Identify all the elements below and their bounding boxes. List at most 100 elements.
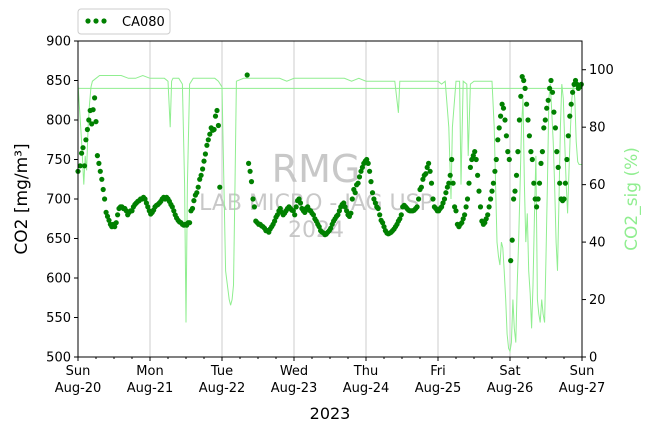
co2-data-point xyxy=(538,160,544,166)
co2-data-point xyxy=(274,212,280,218)
co2-data-point xyxy=(544,105,550,111)
co2-data-point xyxy=(423,171,429,177)
co2-data-point xyxy=(493,156,499,163)
co2-data-point xyxy=(92,95,98,101)
co2-data-point xyxy=(535,196,541,202)
co2-data-point xyxy=(508,258,514,264)
x-tick-label-date: Aug-23 xyxy=(271,381,318,396)
co2-data-point xyxy=(96,160,102,166)
co2-data-point xyxy=(477,204,484,210)
co2-data-point xyxy=(444,184,450,190)
left-tick-label: 650 xyxy=(46,232,71,247)
co2-data-point xyxy=(486,204,492,210)
co2-data-point xyxy=(424,164,430,170)
co2-data-point xyxy=(567,113,573,119)
co2-data-point xyxy=(564,156,570,163)
co2-data-point xyxy=(103,209,109,215)
co2-data-point xyxy=(99,176,105,182)
x-tick-label-weekday: Mon xyxy=(136,364,163,379)
x-tick-label-date: Aug-24 xyxy=(343,381,390,396)
co2-data-point xyxy=(81,163,88,169)
co2-data-point xyxy=(548,77,554,84)
co2-data-point xyxy=(328,225,334,231)
left-tick-label: 800 xyxy=(46,114,71,129)
co2-data-point xyxy=(171,208,177,214)
co2-data-point xyxy=(502,117,508,123)
right-tick-label: 20 xyxy=(589,293,606,308)
co2-data-point xyxy=(83,137,89,143)
co2-data-point xyxy=(215,122,221,129)
co2-data-point xyxy=(545,97,551,103)
co2-data-point xyxy=(93,119,99,125)
co2-data-point xyxy=(476,188,482,194)
co2-data-point xyxy=(246,160,252,166)
co2-data-point xyxy=(472,149,478,155)
co2-data-point xyxy=(113,220,119,226)
co2-data-point xyxy=(310,212,316,218)
co2-data-point xyxy=(515,149,521,155)
co2-data-point xyxy=(562,180,569,186)
co2-data-point xyxy=(462,212,468,218)
co2-data-point xyxy=(290,208,296,214)
left-tick-label: 900 xyxy=(46,35,71,50)
co2-data-point xyxy=(277,205,283,212)
x-tick-label-weekday: Sun xyxy=(66,364,91,379)
co2-data-point xyxy=(549,89,556,95)
co2-data-point xyxy=(510,196,517,202)
co2-data-point xyxy=(198,172,204,178)
co2-data-point xyxy=(79,150,85,156)
co2-data-point xyxy=(554,149,560,155)
co2-data-point xyxy=(460,216,466,222)
right-tick-label: 60 xyxy=(589,178,606,193)
co2-data-point xyxy=(293,204,299,210)
co2-data-point xyxy=(365,160,371,166)
co2-data-point xyxy=(534,204,540,210)
co2-data-point xyxy=(336,208,342,214)
legend-label: CA080 xyxy=(122,15,165,30)
co2-data-point xyxy=(418,184,424,190)
co2-data-point xyxy=(143,200,149,206)
co2-data-point xyxy=(489,188,495,194)
co2-data-point xyxy=(97,168,103,174)
right-tick-label: 0 xyxy=(589,351,597,366)
co2-data-point xyxy=(80,145,86,151)
x-tick-label-date: Aug-27 xyxy=(559,381,606,396)
co2-data-point xyxy=(512,188,518,194)
co2-data-point xyxy=(106,217,112,223)
co2-data-point xyxy=(397,216,403,222)
co2-data-point xyxy=(578,81,584,87)
legend-marker xyxy=(85,18,91,24)
co2-data-point xyxy=(211,126,217,133)
co2-data-point xyxy=(104,213,111,219)
co2-data-point xyxy=(398,212,404,218)
co2-data-point xyxy=(217,184,223,190)
co2-data-point xyxy=(475,172,481,178)
x-axis: Sun Aug-20 Mon Aug-21 Tue Aug-22 Wed Aug-23 Thu A… xyxy=(55,357,606,396)
co2-data-point xyxy=(142,196,148,202)
co2-data-point xyxy=(570,89,576,95)
co2-data-point xyxy=(355,180,361,186)
co2-data-point xyxy=(187,220,193,226)
legend: CA080 xyxy=(77,8,171,35)
co2-data-point xyxy=(552,125,559,131)
co2-data-point xyxy=(348,210,354,216)
co2-data-point xyxy=(561,196,567,202)
co2-data-point xyxy=(371,196,377,202)
co2-data-point xyxy=(89,121,95,127)
co2-data-point xyxy=(342,204,348,210)
co2-data-point xyxy=(499,101,505,107)
x-tick-label-weekday: Fri xyxy=(430,364,446,379)
co2-data-point xyxy=(467,164,473,170)
co2-data-point xyxy=(513,172,520,178)
co2-data-point xyxy=(112,224,118,230)
co2-data-point xyxy=(509,237,515,243)
co2-data-point xyxy=(464,196,471,202)
left-tick-label: 700 xyxy=(46,193,71,208)
co2-data-point xyxy=(572,77,579,84)
co2-data-point xyxy=(367,168,373,174)
co2-data-point xyxy=(316,224,322,230)
co2-data-point xyxy=(495,137,501,143)
co2-data-point xyxy=(369,190,376,196)
co2-data-point xyxy=(90,107,96,113)
